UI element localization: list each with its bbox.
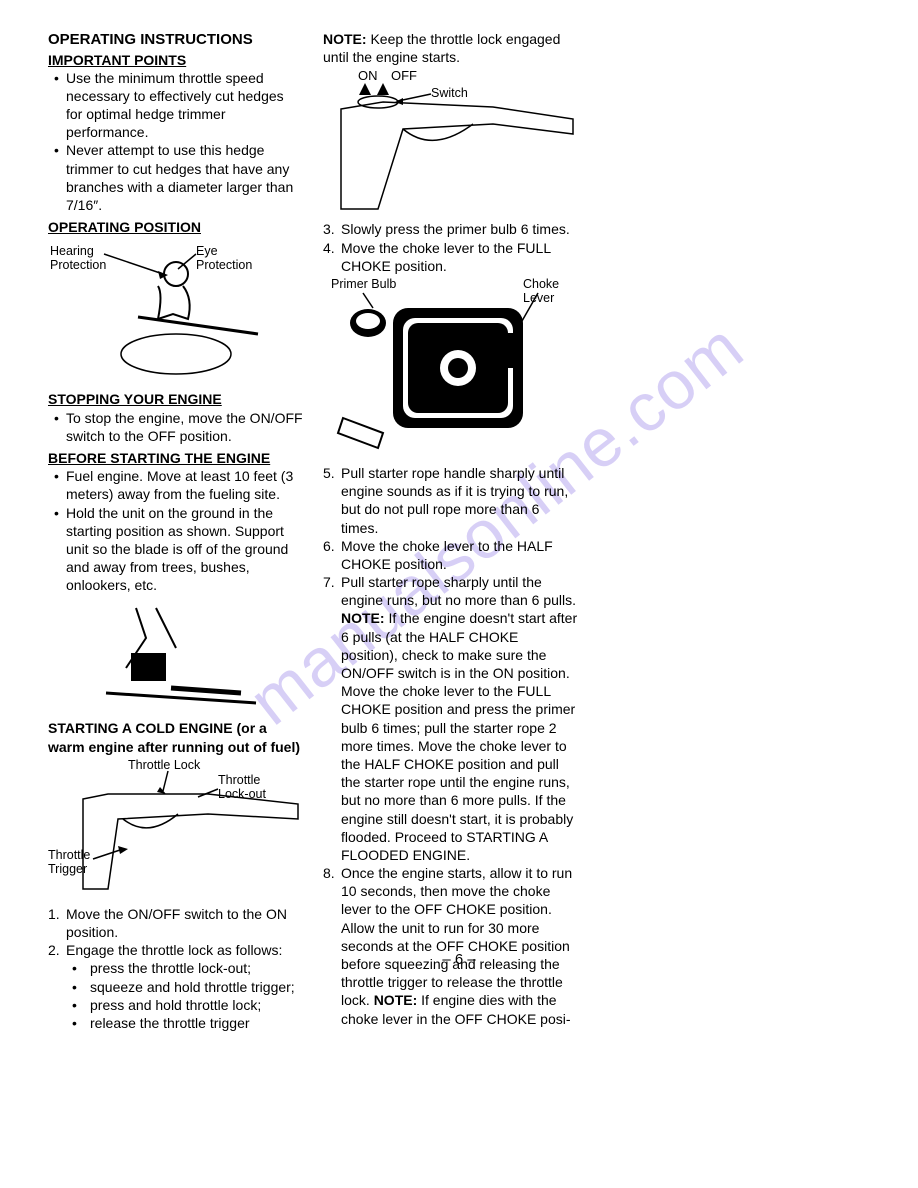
- list-item: press and hold throttle lock;: [72, 996, 303, 1014]
- list-item: squeeze and hold throttle trigger;: [72, 978, 303, 996]
- important-points-list: Use the minimum throttle speed necessary…: [48, 69, 303, 215]
- column-left: OPERATING INSTRUCTIONS IMPORTANT POINTS …: [48, 30, 303, 1036]
- note-throttle-lock: NOTE: Keep the throttle lock engaged unt…: [323, 30, 578, 66]
- cold-start-steps-5-8: 5. Pull starter rope handle sharply unti…: [323, 464, 578, 1028]
- label-off: OFF: [391, 69, 417, 83]
- label-eye-protection: Eye Protection: [196, 245, 252, 273]
- label-choke-lever: Choke Lever: [523, 278, 559, 306]
- stopping-list: To stop the engine, move the ON/OFF swit…: [48, 409, 303, 445]
- step-text-a: Pull starter rope sharply until the engi…: [341, 574, 576, 608]
- step-5: 5. Pull starter rope handle sharply unti…: [323, 464, 578, 537]
- list-item: Hold the unit on the ground in the start…: [54, 504, 303, 595]
- step-number: 7.: [323, 573, 335, 591]
- list-item: Fuel engine. Move at least 10 feet (3 me…: [54, 467, 303, 503]
- note-label: NOTE:: [323, 31, 367, 47]
- note-label: NOTE:: [341, 610, 385, 626]
- step-1: 1. Move the ON/OFF switch to the ON posi…: [48, 905, 303, 941]
- figure-engine: Primer Bulb Choke Lever: [323, 278, 578, 458]
- label-hearing-protection: Hearing Protection: [50, 245, 106, 273]
- column-right: NOTE: Keep the throttle lock engaged unt…: [323, 30, 578, 1036]
- step2-substeps: press the throttle lock-out; squeeze and…: [66, 959, 303, 1032]
- step-3: 3. Slowly press the primer bulb 6 times.: [323, 220, 578, 238]
- label-throttle-lock: Throttle Lock: [128, 759, 200, 773]
- heading-important-points: IMPORTANT POINTS: [48, 51, 303, 69]
- figure-operator: Hearing Protection Eye Protection: [48, 239, 303, 384]
- step-number: 8.: [323, 864, 335, 882]
- page-number: – 6 –: [0, 950, 918, 970]
- step-7: 7. Pull starter rope sharply until the e…: [323, 573, 578, 864]
- figure-switch: ON OFF Switch: [323, 69, 578, 214]
- list-item: To stop the engine, move the ON/OFF swit…: [54, 409, 303, 445]
- step-text: Pull starter rope handle sharply until e…: [341, 465, 568, 536]
- heading-stopping-engine: STOPPING YOUR ENGINE: [48, 390, 303, 408]
- step-number: 5.: [323, 464, 335, 482]
- step-text: Slowly press the primer bulb 6 times.: [341, 221, 570, 237]
- step-text: Move the choke lever to the FULL CHOKE p…: [341, 240, 551, 274]
- before-list: Fuel engine. Move at least 10 feet (3 me…: [48, 467, 303, 594]
- note-label: NOTE:: [374, 992, 418, 1008]
- step-number: 6.: [323, 537, 335, 555]
- label-throttle-lockout: Throttle Lock-out: [218, 774, 266, 802]
- cold-start-steps-3-4: 3. Slowly press the primer bulb 6 times.…: [323, 220, 578, 275]
- step-number: 1.: [48, 905, 60, 923]
- ground-position-illustration: [76, 598, 276, 713]
- label-throttle-trigger: Throttle Trigger: [48, 849, 90, 877]
- step-4: 4. Move the choke lever to the FULL CHOK…: [323, 239, 578, 275]
- step-number: 3.: [323, 220, 335, 238]
- list-item: Never attempt to use this hedge trimmer …: [54, 141, 303, 214]
- step-text: Move the ON/OFF switch to the ON positio…: [66, 906, 287, 940]
- label-switch: Switch: [431, 87, 468, 101]
- page-content: OPERATING INSTRUCTIONS IMPORTANT POINTS …: [0, 0, 918, 1056]
- list-item: release the throttle trigger: [72, 1014, 303, 1032]
- step-text: Move the choke lever to the HALF CHOKE p…: [341, 538, 553, 572]
- figure-ground-position: [48, 598, 303, 713]
- step-text-a: Once the engine starts, allow it to run …: [341, 865, 572, 1008]
- heading-cold-engine: STARTING A COLD ENGINE (or a warm engine…: [48, 719, 303, 755]
- list-item: Use the minimum throttle speed necessary…: [54, 69, 303, 142]
- step-6: 6. Move the choke lever to the HALF CHOK…: [323, 537, 578, 573]
- heading-operating-position: OPERATING POSITION: [48, 218, 303, 236]
- heading-before-starting: BEFORE STARTING THE ENGINE: [48, 449, 303, 467]
- label-primer-bulb: Primer Bulb: [331, 278, 396, 292]
- title-operating-instructions: OPERATING INSTRUCTIONS: [48, 30, 303, 50]
- step-8: 8. Once the engine starts, allow it to r…: [323, 864, 578, 1028]
- step-number: 4.: [323, 239, 335, 257]
- step-text-b: If the engine doesn't start after 6 pull…: [341, 610, 577, 862]
- label-on: ON: [358, 69, 378, 83]
- figure-throttle: Throttle Lock Throttle Lock-out Throttle…: [48, 759, 303, 899]
